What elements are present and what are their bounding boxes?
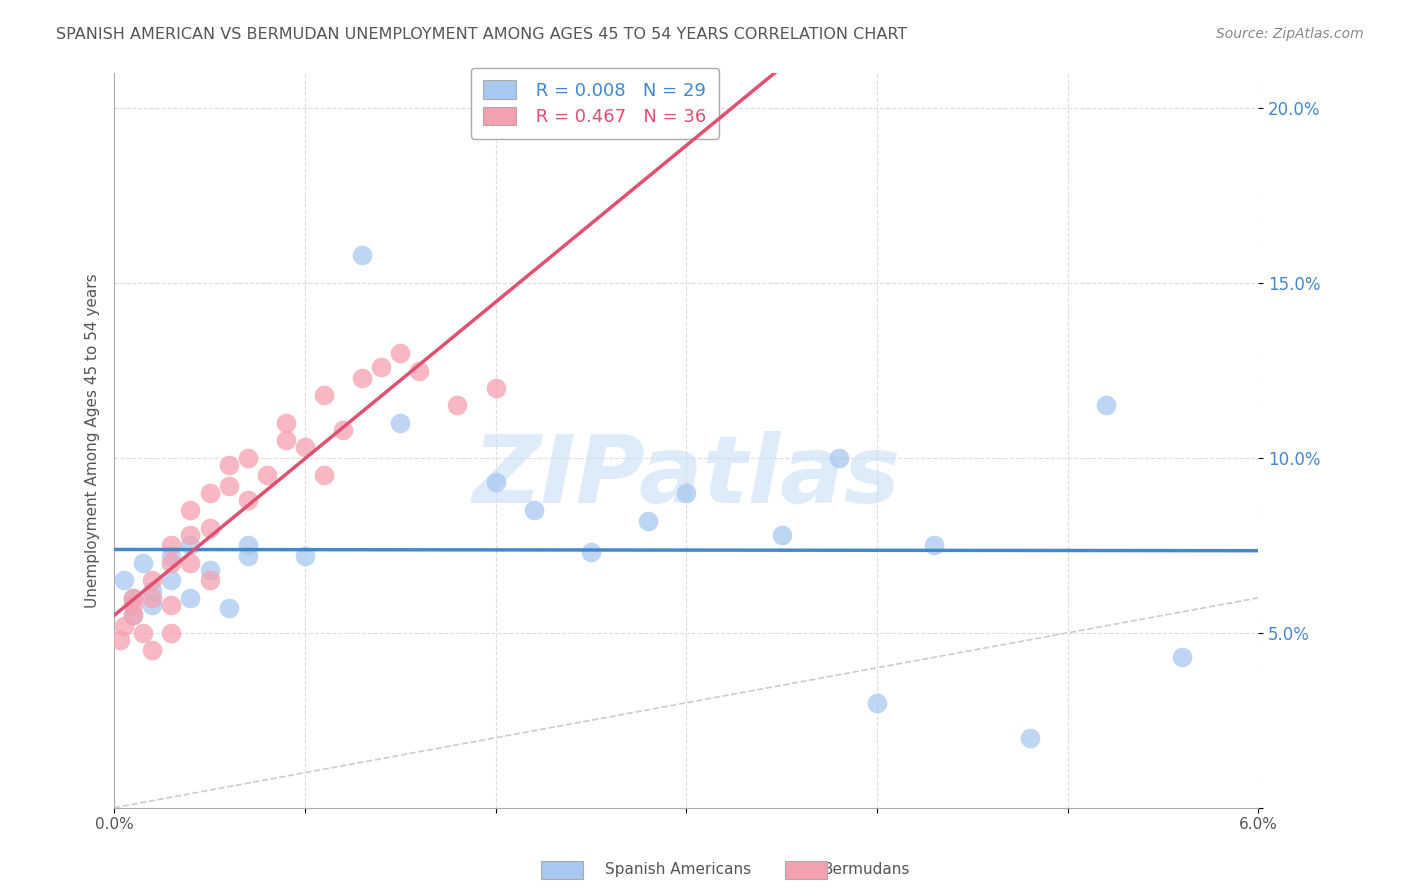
Point <box>122 598 145 612</box>
Point <box>218 458 240 472</box>
Point <box>274 434 297 448</box>
Point <box>179 528 201 542</box>
Point <box>122 608 145 623</box>
Point <box>160 625 183 640</box>
Point <box>1171 650 1194 665</box>
Point <box>370 359 392 374</box>
Point <box>141 598 163 612</box>
Point <box>389 346 412 360</box>
Point <box>579 545 602 559</box>
Point <box>160 538 183 552</box>
Point <box>122 608 145 623</box>
Point <box>770 528 793 542</box>
Point <box>198 574 221 588</box>
Point <box>179 556 201 570</box>
Text: Spanish Americans: Spanish Americans <box>605 863 751 877</box>
Point <box>332 423 354 437</box>
Point <box>141 591 163 605</box>
Point <box>637 514 659 528</box>
Point <box>236 492 259 507</box>
Point <box>236 450 259 465</box>
Point <box>160 549 183 563</box>
Point <box>294 549 316 563</box>
Point <box>132 556 155 570</box>
Point <box>179 503 201 517</box>
Point <box>122 591 145 605</box>
Point <box>352 248 374 262</box>
Point <box>198 521 221 535</box>
Point <box>132 625 155 640</box>
Point <box>312 388 335 402</box>
Point <box>160 574 183 588</box>
Text: Source: ZipAtlas.com: Source: ZipAtlas.com <box>1216 27 1364 41</box>
Point <box>294 441 316 455</box>
Point <box>108 632 131 647</box>
Point <box>160 556 183 570</box>
Point <box>141 583 163 598</box>
Point <box>922 538 945 552</box>
Point <box>408 363 430 377</box>
Point <box>112 574 135 588</box>
Text: Bermudans: Bermudans <box>823 863 910 877</box>
Point <box>866 696 889 710</box>
Point <box>485 475 508 490</box>
Text: SPANISH AMERICAN VS BERMUDAN UNEMPLOYMENT AMONG AGES 45 TO 54 YEARS CORRELATION : SPANISH AMERICAN VS BERMUDAN UNEMPLOYMEN… <box>56 27 907 42</box>
Point <box>141 574 163 588</box>
Point <box>198 486 221 500</box>
Point <box>675 486 697 500</box>
Point <box>1095 399 1118 413</box>
Point <box>141 643 163 657</box>
Point <box>179 538 201 552</box>
Point <box>218 601 240 615</box>
Point <box>828 450 851 465</box>
Point <box>274 416 297 430</box>
Point <box>389 416 412 430</box>
Point <box>352 370 374 384</box>
Point <box>1018 731 1040 745</box>
Point <box>256 468 278 483</box>
Point <box>112 619 135 633</box>
Point <box>523 503 546 517</box>
Point <box>236 538 259 552</box>
Point <box>236 549 259 563</box>
Legend:  R = 0.008   N = 29,  R = 0.467   N = 36: R = 0.008 N = 29, R = 0.467 N = 36 <box>471 68 718 139</box>
Point <box>179 591 201 605</box>
Point <box>198 563 221 577</box>
Point <box>312 468 335 483</box>
Point <box>446 399 468 413</box>
Point <box>160 598 183 612</box>
Point <box>485 381 508 395</box>
Point <box>122 591 145 605</box>
Text: ZIPatlas: ZIPatlas <box>472 431 900 524</box>
Y-axis label: Unemployment Among Ages 45 to 54 years: Unemployment Among Ages 45 to 54 years <box>86 273 100 607</box>
Point <box>218 479 240 493</box>
